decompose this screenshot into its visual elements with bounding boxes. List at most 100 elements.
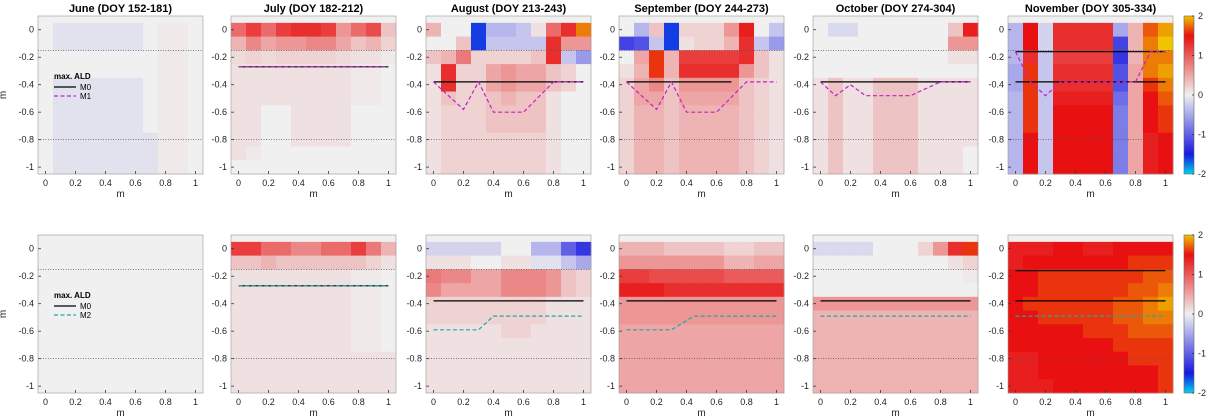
- heatmap-cell: [128, 105, 144, 120]
- heatmap-cell: [38, 146, 54, 161]
- heatmap-cell: [561, 365, 577, 380]
- heatmap-cell: [246, 105, 262, 120]
- heatmap-cell: [1083, 105, 1099, 120]
- heatmap-cell: [1098, 105, 1114, 120]
- heatmap-cell: [769, 91, 785, 106]
- heatmap-cell: [1053, 283, 1069, 298]
- heatmap-cell: [1023, 50, 1039, 65]
- heatmap-cell: [246, 160, 262, 175]
- x-axis-label: m: [891, 408, 899, 417]
- heatmap-cell: [664, 105, 680, 120]
- heatmap-cell: [1158, 241, 1174, 257]
- heatmap-cell: [1083, 241, 1099, 257]
- heatmap-cell: [68, 241, 84, 257]
- x-axis-label: m: [309, 189, 317, 200]
- heatmap-cell: [441, 105, 457, 120]
- heatmap-cell: [813, 324, 829, 339]
- heatmap-cell: [1053, 160, 1069, 175]
- heatmap-cell: [276, 105, 292, 120]
- heatmap-cell: [128, 119, 144, 134]
- heatmap-cell: [113, 91, 129, 106]
- heatmap-cell: [173, 365, 189, 380]
- heatmap-cell: [1143, 296, 1159, 311]
- heatmap-cell: [561, 324, 577, 339]
- heatmap-cell: [1068, 22, 1084, 38]
- heatmap-cell: [546, 310, 562, 325]
- x-tick-label: 0.4: [1069, 178, 1082, 188]
- x-tick-label: 1: [193, 397, 198, 407]
- heatmap-cell: [321, 64, 337, 79]
- heatmap-cell: [68, 296, 84, 311]
- heatmap-cell: [888, 241, 904, 257]
- heatmap-cell: [306, 77, 322, 92]
- heatmap-cell: [53, 365, 69, 380]
- heatmap-cell: [531, 22, 547, 38]
- heatmap-panel: 0 0.2 0.4 0.6 0.8 10-0.2-0.4-0.6-0.8-1m: [599, 234, 785, 417]
- axes-frame: [37, 15, 204, 175]
- heatmap-cell: [546, 36, 562, 51]
- heatmap-cell: [576, 146, 592, 161]
- panel-title: August (DOY 213-243): [451, 3, 567, 15]
- heatmap-cell: [173, 338, 189, 353]
- heatmap-cell: [531, 36, 547, 51]
- colorbar: 210-1-2: [1183, 11, 1206, 179]
- heatmap-cell: [143, 77, 159, 92]
- heatmap-cell: [53, 105, 69, 120]
- heatmap-cell: [724, 119, 740, 134]
- colorbar: 210-1-2: [1183, 230, 1206, 398]
- x-tick-label: 0.2: [844, 178, 857, 188]
- heatmap-cell: [694, 105, 710, 120]
- heatmap-cell: [709, 146, 725, 161]
- heatmap-cell: [948, 296, 964, 311]
- heatmap-cell: [53, 146, 69, 161]
- heatmap-cell: [1023, 269, 1039, 284]
- heatmap-cell: [828, 241, 844, 257]
- heatmap-cell: [1038, 241, 1054, 257]
- heatmap-cell: [531, 283, 547, 298]
- heatmap-cell: [336, 22, 352, 38]
- heatmap-cell: [486, 255, 502, 270]
- heatmap-cell: [634, 241, 650, 257]
- heatmap-cell: [694, 324, 710, 339]
- y-tick-label: -0.2: [988, 271, 1004, 281]
- heatmap-cell: [709, 255, 725, 270]
- heatmap-cell: [858, 255, 874, 270]
- y-tick-label: -0.4: [18, 299, 34, 309]
- axes-frame: [37, 234, 204, 394]
- heatmap-cell: [336, 324, 352, 339]
- heatmap-cell: [1158, 50, 1174, 65]
- x-axis-label: m: [697, 408, 705, 417]
- heatmap-cell: [1098, 36, 1114, 51]
- heatmap-cell: [918, 365, 934, 380]
- heatmap-cell: [53, 255, 69, 270]
- heatmap-cell: [306, 241, 322, 257]
- heatmap-cell: [83, 255, 99, 270]
- heatmap-cell: [619, 105, 635, 120]
- heatmap-cell: [173, 310, 189, 325]
- heatmap-cell: [1113, 64, 1129, 79]
- y-tick-label: -0.2: [988, 52, 1004, 62]
- heatmap-cell: [664, 50, 680, 65]
- heatmap-cell: [634, 283, 650, 298]
- heatmap-cell: [98, 146, 114, 161]
- heatmap-cell: [261, 160, 277, 175]
- heatmap-cell: [828, 255, 844, 270]
- heatmap-cell: [963, 160, 979, 175]
- heatmap-cell: [619, 64, 635, 79]
- heatmap-cell: [903, 119, 919, 134]
- heatmap-cell: [336, 77, 352, 92]
- heatmap-cell: [769, 338, 785, 353]
- heatmap-cell: [694, 36, 710, 51]
- heatmap-cell: [188, 36, 204, 51]
- heatmap-cell: [739, 64, 755, 79]
- heatmap-cell: [1128, 105, 1144, 120]
- heatmap-cell: [336, 365, 352, 380]
- heatmap-cell: [933, 77, 949, 92]
- heatmap-cell: [843, 283, 859, 298]
- heatmap-cell: [813, 91, 829, 106]
- heatmap-cell: [918, 146, 934, 161]
- x-tick-label: 0.6: [710, 178, 723, 188]
- heatmap-cell: [649, 77, 665, 92]
- heatmap-cell: [769, 64, 785, 79]
- heatmap-cell: [531, 146, 547, 161]
